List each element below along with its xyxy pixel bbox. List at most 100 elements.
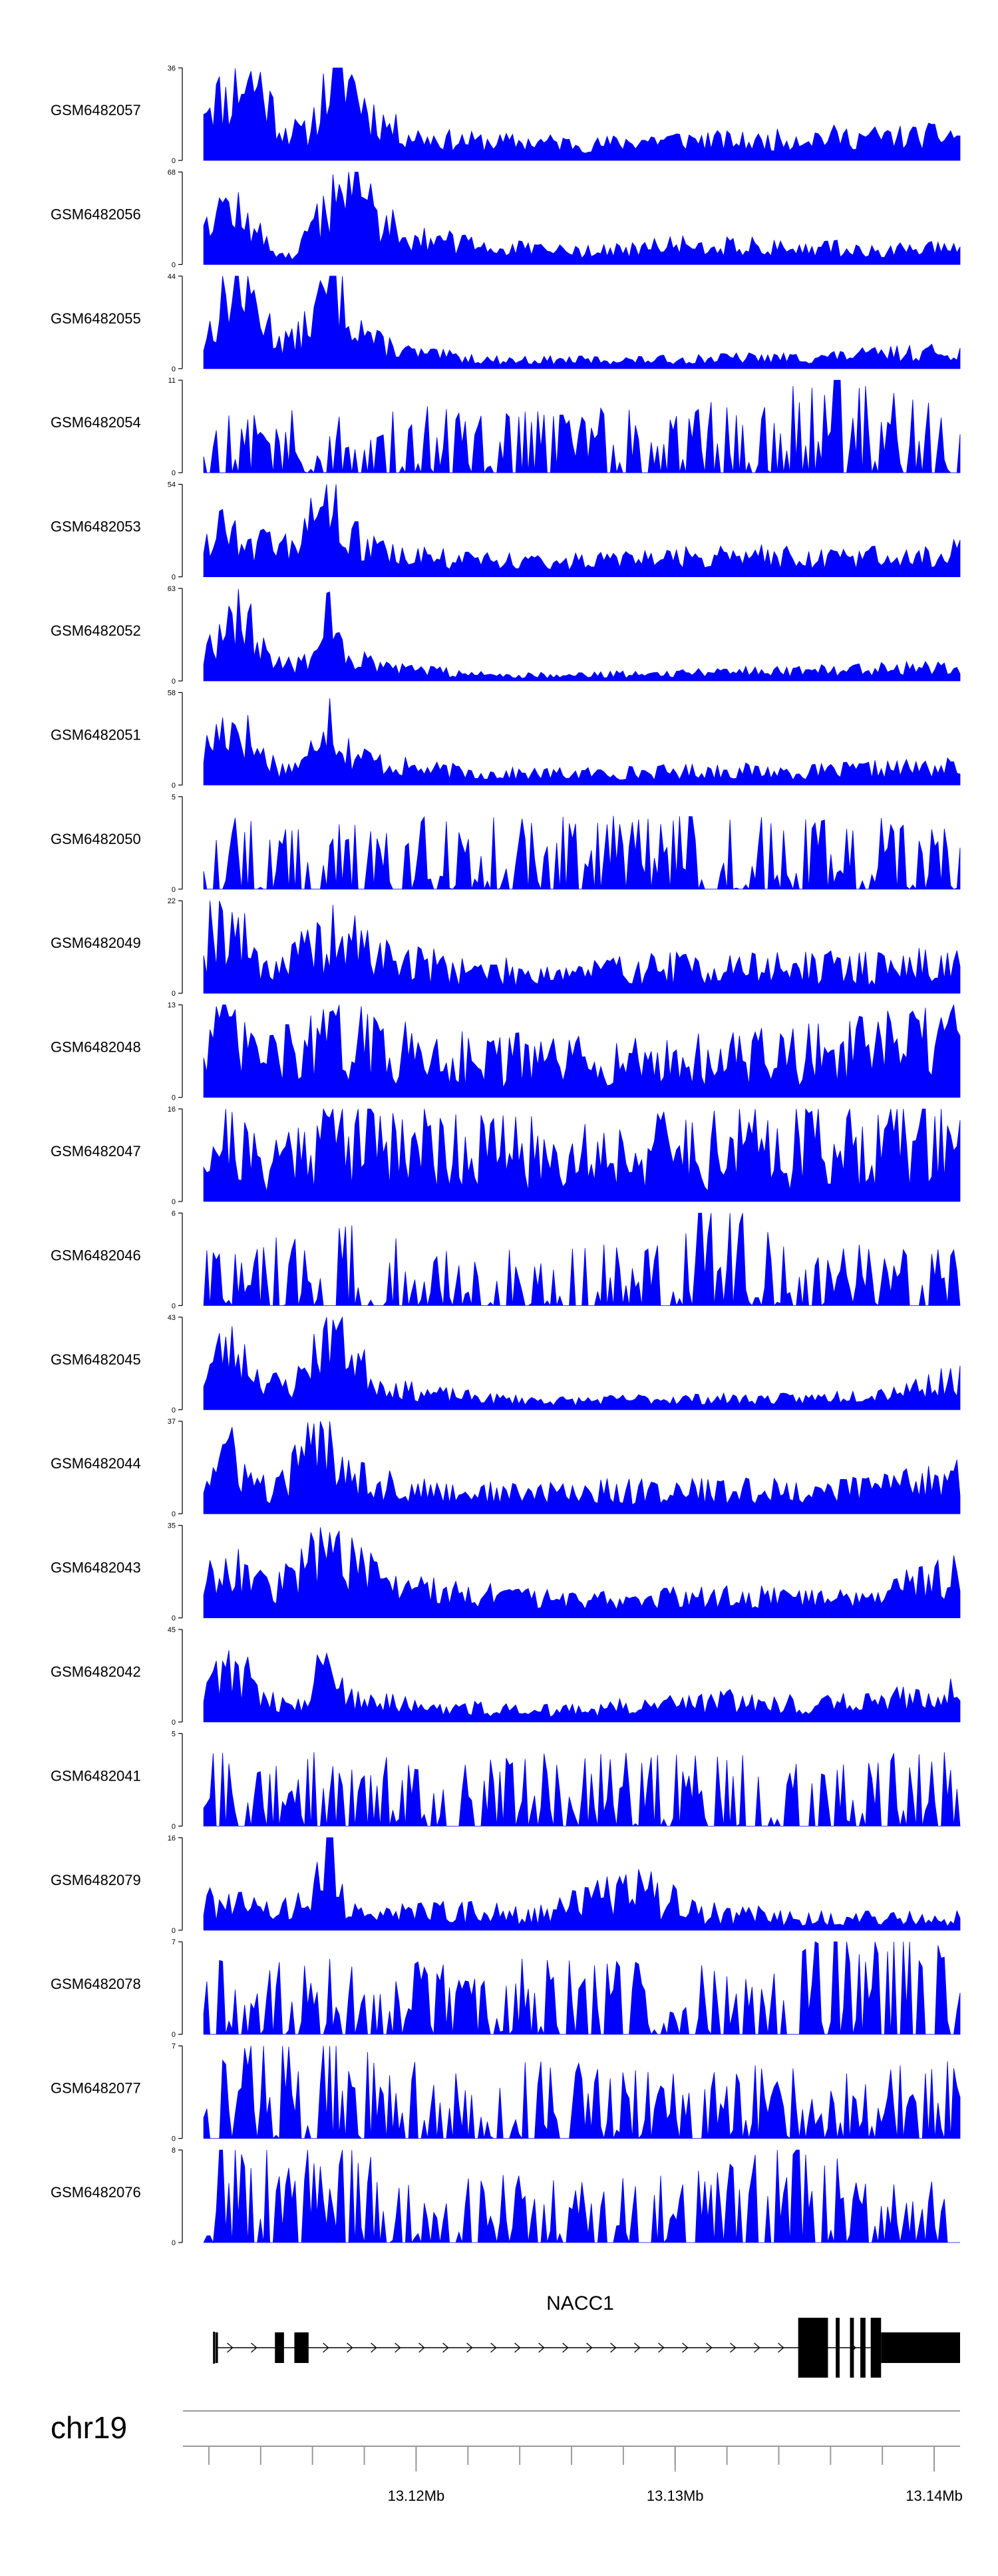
coverage-area: [203, 1941, 961, 2036]
y-axis-zero-label: 0: [172, 469, 176, 477]
chromosome-label: chr19: [51, 2410, 127, 2445]
strand-arrow: [610, 2342, 617, 2353]
coverage-area: [203, 379, 961, 474]
track-label: GSM6482044: [51, 1455, 141, 1472]
coverage-area: [203, 172, 961, 265]
coverage-area: [203, 815, 961, 891]
coverage-track: 36 0 GSM6482057: [51, 65, 961, 165]
coverage-area: [203, 1421, 961, 1514]
y-axis-zero-label: 0: [172, 1094, 176, 1102]
y-axis-zero-label: 0: [172, 1510, 176, 1518]
y-axis-zero-label: 0: [172, 574, 176, 582]
coverage-tracks: 360GSM6482057680GSM6482056440GSM64820551…: [51, 65, 961, 2247]
coverage-track: 16 0 GSM6482047: [51, 1106, 961, 1206]
coverage-track: 16 0 GSM6482079: [51, 1834, 961, 1935]
exon-block: [860, 2318, 866, 2378]
y-axis-zero-label: 0: [172, 157, 176, 165]
y-axis-zero-label: 0: [172, 1198, 176, 1206]
y-axis-zero-label: 0: [172, 1302, 176, 1310]
strand-arrow: [658, 2342, 665, 2353]
y-axis-zero-label: 0: [172, 1719, 176, 1727]
gene-label: NACC1: [546, 2292, 614, 2314]
strand-arrow: [730, 2342, 737, 2353]
coverage-area: [203, 1527, 961, 1618]
strand-arrow: [586, 2342, 593, 2353]
y-axis-zero-label: 0: [172, 365, 176, 373]
track-label: GSM6482078: [51, 1976, 141, 1992]
strand-arrow: [323, 2342, 329, 2353]
coverage-track: 6 0 GSM6482046: [51, 1209, 961, 1310]
exon-block: [294, 2332, 309, 2363]
coverage-track: 35 0 GSM6482043: [51, 1522, 961, 1623]
genome-axis: chr19 13.12Mb 13.13Mb 13.14Mb: [51, 2410, 963, 2504]
coverage-track: 7 0 GSM6482078: [51, 1938, 961, 2039]
coverage-area: [203, 1213, 961, 1307]
coverage-track: 7 0 GSM6482077: [51, 2043, 961, 2143]
y-axis-zero-label: 0: [172, 2239, 176, 2247]
coverage-track: 54 0 GSM6482053: [51, 481, 961, 582]
track-label: GSM6482048: [51, 1039, 141, 1056]
y-axis-max-label: 16: [168, 1834, 176, 1842]
exon-block: [215, 2332, 218, 2363]
coverage-track: 45 0 GSM6482042: [51, 1626, 961, 1727]
track-label: GSM6482056: [51, 206, 141, 222]
strand-arrow: [466, 2342, 473, 2353]
track-label: GSM6482049: [51, 935, 141, 951]
coverage-track: 5 0 GSM6482041: [51, 1730, 961, 1830]
strand-arrow: [754, 2342, 760, 2353]
y-axis-zero-label: 0: [172, 1615, 176, 1623]
axis-tick-label: 13.14Mb: [906, 2487, 963, 2504]
exon-block: [850, 2318, 854, 2378]
y-axis-zero-label: 0: [172, 990, 176, 998]
y-axis-zero-label: 0: [172, 886, 176, 894]
strand-arrow: [682, 2342, 689, 2353]
strand-arrow: [778, 2342, 784, 2353]
track-label: GSM6482051: [51, 726, 141, 743]
y-axis-max-label: 5: [172, 1730, 176, 1738]
y-axis-max-label: 58: [168, 689, 176, 697]
track-label: GSM6482045: [51, 1351, 141, 1368]
y-axis-max-label: 11: [168, 377, 176, 385]
coverage-track: 8 0 GSM6482076: [51, 2147, 960, 2247]
track-label: GSM6482079: [51, 1872, 141, 1888]
y-axis-max-label: 54: [168, 481, 176, 489]
coverage-area: [203, 276, 961, 369]
track-label: GSM6482077: [51, 2080, 141, 2097]
strand-arrow: [251, 2342, 257, 2353]
coverage-track: 58 0 GSM6482051: [51, 689, 961, 789]
strand-arrow: [371, 2342, 377, 2353]
y-axis-max-label: 6: [172, 1209, 176, 1217]
coverage-track: 11 0 GSM6482054: [51, 377, 961, 477]
y-axis-max-label: 68: [168, 168, 176, 176]
track-label: GSM6482050: [51, 831, 141, 847]
coverage-track: 63 0 GSM6482052: [51, 585, 961, 686]
y-axis-max-label: 63: [168, 585, 176, 593]
track-label: GSM6482052: [51, 622, 141, 639]
coverage-area: [203, 484, 961, 577]
track-label: GSM6482042: [51, 1663, 141, 1680]
coverage-area: [203, 1108, 961, 1202]
track-label: GSM6482047: [51, 1143, 141, 1160]
coverage-area: [203, 67, 961, 161]
strand-arrow: [634, 2342, 641, 2353]
strand-arrow: [706, 2342, 713, 2353]
y-axis-max-label: 35: [168, 1522, 176, 1530]
strand-arrow: [418, 2342, 425, 2353]
track-label: GSM6482053: [51, 519, 141, 535]
track-label: GSM6482041: [51, 1767, 141, 1784]
strand-arrow: [490, 2342, 497, 2353]
coverage-track: 5 0 GSM6482050: [51, 793, 961, 894]
coverage-area: [203, 1752, 961, 1827]
coverage-area: [203, 698, 961, 785]
coverage-area: [203, 2045, 961, 2139]
coverage-area: [203, 901, 961, 994]
track-label: GSM6482055: [51, 310, 141, 327]
y-axis-max-label: 8: [172, 2147, 176, 2155]
y-axis-zero-label: 0: [172, 1406, 176, 1414]
coverage-area: [203, 1004, 961, 1098]
y-axis-max-label: 7: [172, 1938, 176, 1946]
coverage-track: 43 0 GSM6482045: [51, 1314, 961, 1414]
strand-arrow: [227, 2342, 234, 2353]
y-axis-zero-label: 0: [172, 678, 176, 686]
